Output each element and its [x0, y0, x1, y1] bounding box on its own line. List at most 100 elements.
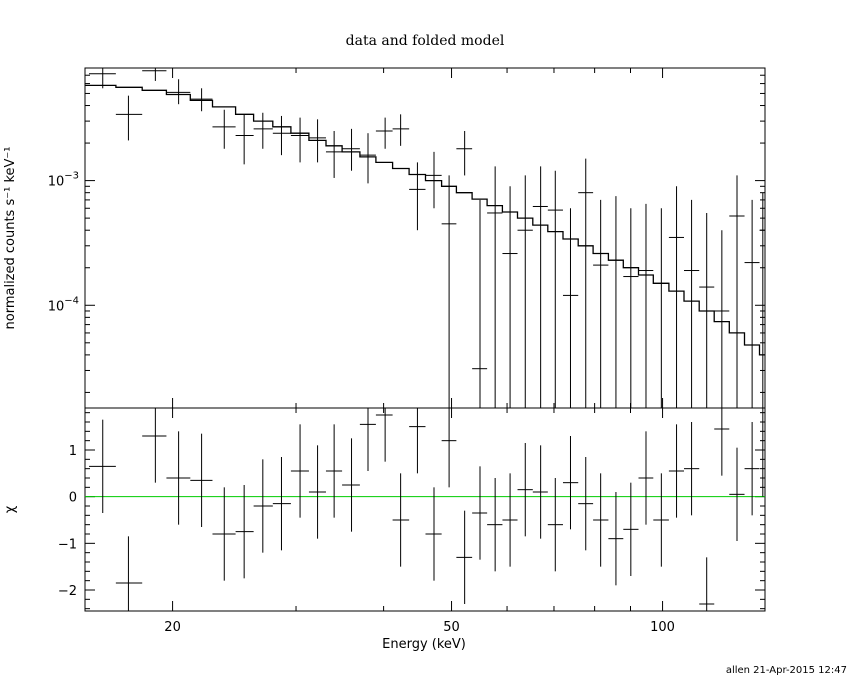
data-point: [425, 151, 442, 209]
y-tick-base: 10: [48, 299, 65, 314]
data-point: [142, 68, 167, 81]
residual-point: [89, 419, 116, 513]
y-axis-label-bottom: χ: [3, 505, 18, 513]
data-point: [714, 230, 730, 408]
chart-title: data and folded model: [346, 33, 505, 49]
residual-point: [517, 443, 533, 537]
data-point: [684, 199, 700, 408]
data-point: [166, 79, 191, 105]
residual-point: [359, 408, 376, 471]
data-point: [578, 158, 594, 408]
data-point: [308, 119, 326, 163]
data-point: [487, 166, 503, 408]
residual-point: [668, 424, 685, 518]
data-point: [472, 199, 488, 408]
data-point: [638, 203, 654, 408]
data-point: [668, 186, 685, 408]
data-point: [532, 166, 548, 408]
residual-point: [729, 447, 745, 541]
residual-point: [532, 445, 548, 539]
residual-point: [142, 408, 167, 483]
residual-point: [290, 424, 309, 518]
x-axis-label: Energy (keV): [382, 637, 466, 652]
y-tick-label: 10−3: [48, 171, 79, 190]
residual-point: [744, 422, 760, 516]
residual-point: [235, 485, 254, 579]
residual-point: [456, 510, 473, 604]
x-tick-label: 20: [164, 620, 181, 635]
data-point: [212, 109, 236, 149]
data-point: [729, 175, 745, 408]
residual-point: [325, 424, 343, 518]
data-point: [235, 114, 254, 165]
data-point: [115, 95, 143, 141]
residual-point: [425, 487, 442, 581]
residual-point: [638, 431, 654, 525]
residual-frame: [84, 407, 766, 612]
residual-point: [623, 482, 639, 576]
residual-point: [308, 445, 326, 539]
residual-point: [487, 478, 503, 572]
data-point: [517, 175, 533, 408]
data-point: [272, 115, 291, 156]
residual-point: [759, 408, 765, 497]
data-point: [253, 112, 273, 149]
data-point: [608, 196, 624, 408]
data-point: [392, 114, 410, 146]
data-point: [342, 128, 360, 171]
data-point: [325, 130, 343, 178]
residual-point: [166, 431, 191, 525]
residual-point: [115, 536, 143, 611]
y-tick-label: 0: [69, 491, 77, 506]
footer-timestamp: allen 21-Apr-2015 12:47: [726, 665, 847, 676]
residual-point: [375, 408, 393, 462]
data-point: [190, 88, 213, 112]
data-point: [562, 208, 579, 408]
residual-point: [392, 473, 410, 567]
residual-point: [653, 473, 669, 567]
residual-point: [272, 457, 291, 551]
residual-point: [502, 473, 518, 567]
y-tick-exponent: −4: [64, 295, 79, 306]
y-tick-label: −1: [58, 537, 77, 552]
data-point: [502, 186, 518, 408]
data-point: [375, 117, 393, 149]
data-point: [441, 175, 457, 408]
y-tick-label: −2: [58, 584, 77, 599]
data-point: [290, 117, 309, 163]
data-point: [89, 68, 116, 89]
data-point: [744, 199, 760, 408]
y-tick-exponent: −3: [64, 171, 79, 182]
residual-point: [578, 457, 594, 551]
model-line: [85, 84, 765, 356]
y-tick-label: 1: [69, 444, 77, 459]
residual-point: [714, 408, 730, 476]
y-tick-label: 10−4: [48, 295, 79, 314]
spectrum-frame: [84, 67, 766, 409]
data-point: [456, 130, 473, 176]
residual-panel: 20 50 100 1 0 −1 −2 χ: [3, 407, 766, 635]
residual-point: [342, 438, 360, 532]
data-point: [409, 162, 426, 231]
residual-point: [212, 487, 236, 581]
residual-point: [684, 422, 700, 516]
data-point: [653, 208, 669, 408]
data-point: [547, 170, 563, 408]
data-point: [623, 208, 639, 408]
x-tick-label: 100: [650, 620, 675, 635]
residual-point: [441, 408, 457, 488]
residual-point: [253, 459, 273, 553]
data-point: [359, 133, 376, 184]
y-tick-base: 10: [48, 175, 65, 190]
residual-point: [409, 408, 426, 474]
residual-point: [547, 478, 563, 572]
y-axis-label-top: normalized counts s⁻¹ keV⁻¹: [3, 147, 18, 330]
residual-point: [190, 433, 213, 527]
residual-point: [562, 436, 579, 530]
x-tick-label: 50: [443, 620, 460, 635]
data-point: [699, 212, 715, 408]
residual-point: [608, 492, 624, 586]
data-point: [759, 192, 765, 408]
